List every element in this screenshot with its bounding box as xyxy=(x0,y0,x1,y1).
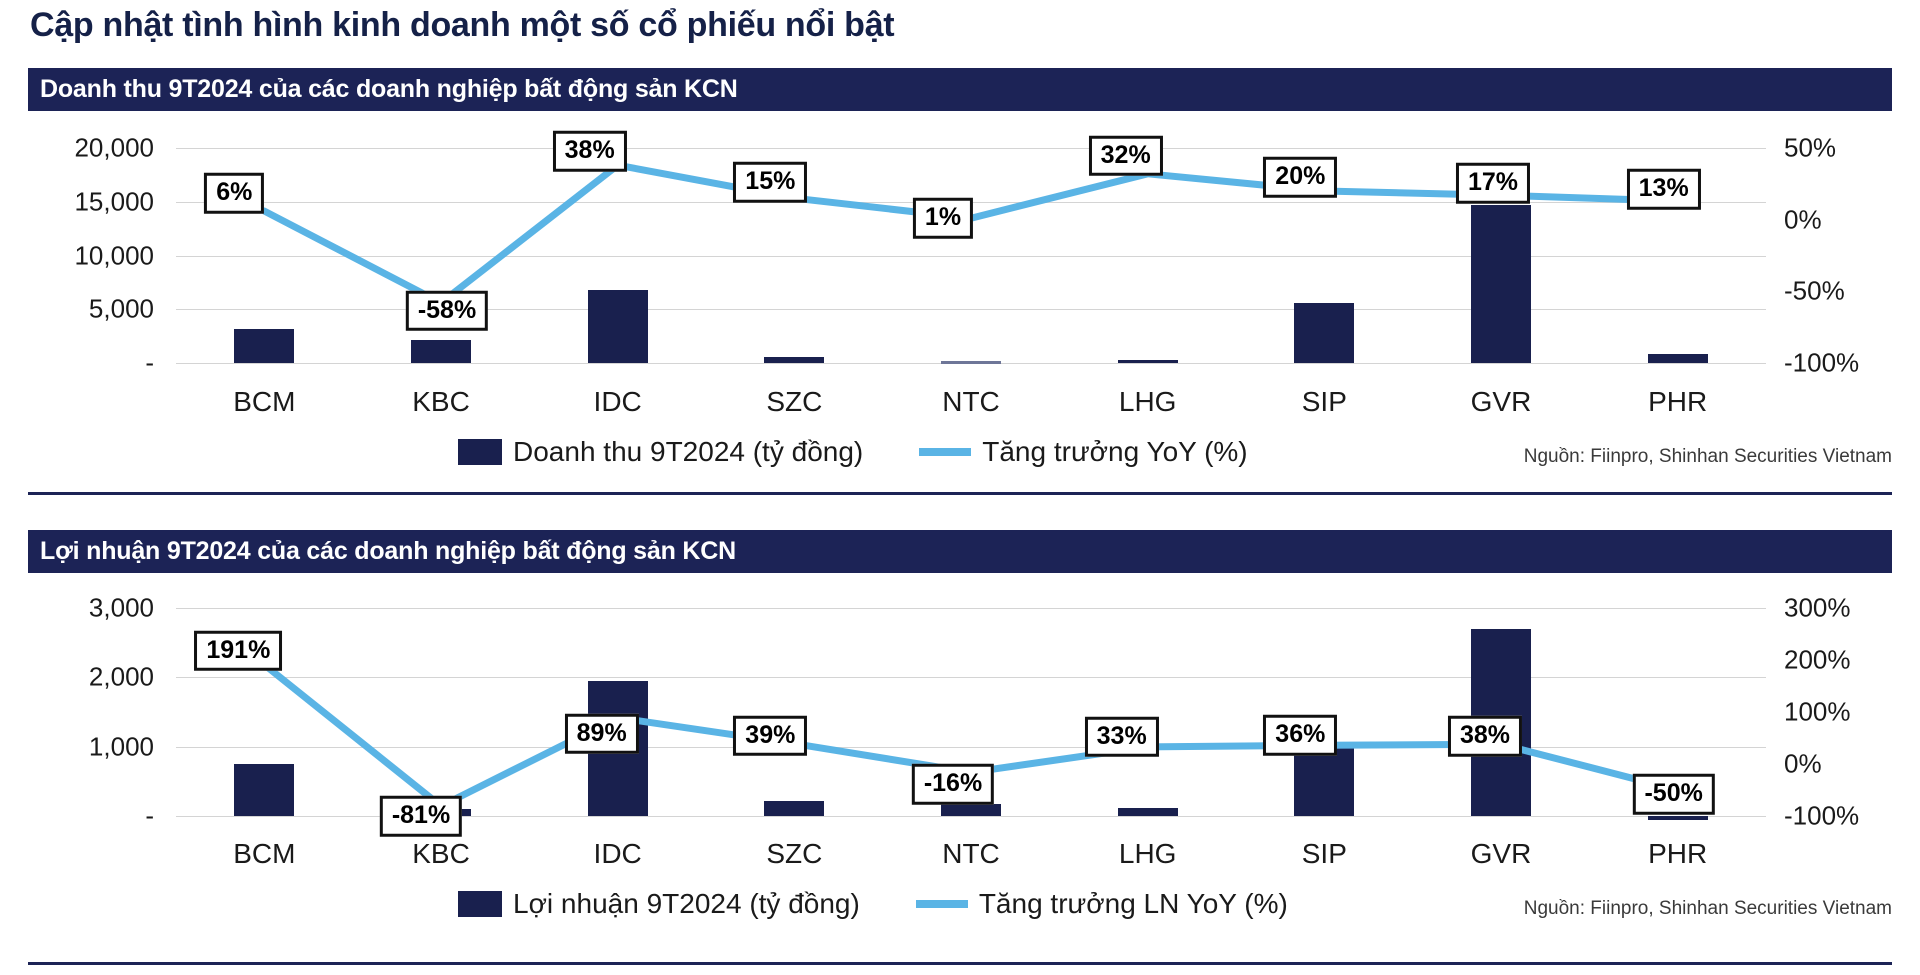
undefined-category-kbc: KBC xyxy=(412,838,470,869)
undefined-legend-line-label: Tăng trưởng YoY (%) xyxy=(982,436,1248,467)
undefined-bar-sip xyxy=(1294,302,1355,363)
undefined-callout-phr: -50% xyxy=(1632,773,1715,815)
undefined-category-lhg: LHG xyxy=(1118,386,1177,417)
undefined-bar-ntc xyxy=(941,361,1001,365)
undefined-callout-lhg: 32% xyxy=(1088,135,1163,177)
undefined-left-axis-tick: 5,000 xyxy=(88,293,154,324)
undefined-legend-item-line[interactable]: Tăng trưởng YoY (%) xyxy=(919,436,1248,468)
undefined-source-note: Nguồn: Fiinpro, Shinhan Securities Vietn… xyxy=(1523,898,1892,919)
panel-divider-2 xyxy=(28,962,1892,965)
undefined-category-sip: SIP xyxy=(1301,838,1347,869)
undefined-right-axis-tick: 200% xyxy=(1784,644,1851,675)
undefined-legend: Lợi nhuận 9T2024 (tỷ đồng) Tăng trưởng LN… xyxy=(458,888,1288,920)
undefined-bar-ntc xyxy=(941,803,1001,816)
revenue-panel-header: Doanh thu 9T2024 của các doanh nghiệp bấ… xyxy=(28,68,1892,111)
undefined-callout-lhg: 33% xyxy=(1084,716,1159,758)
undefined-right-axis-tick: -100% xyxy=(1784,347,1860,378)
undefined-category-phr: PHR xyxy=(1648,386,1708,417)
undefined-callout-gvr: 17% xyxy=(1455,163,1531,204)
undefined-legend: Doanh thu 9T2024 (tỷ đồng) Tăng trưởng Yo… xyxy=(458,436,1248,468)
undefined-legend-line-swatch-icon xyxy=(919,448,972,456)
undefined-callout-ntc: 1% xyxy=(912,197,974,239)
undefined-bar-szc xyxy=(764,800,825,816)
undefined-callout-kbc: -81% xyxy=(379,795,463,837)
undefined-gridline xyxy=(176,608,1766,609)
undefined-callout-sip: 36% xyxy=(1263,715,1338,756)
undefined-right-axis-tick: -50% xyxy=(1784,275,1845,306)
undefined-legend-line-label: Tăng trưởng LN YoY (%) xyxy=(978,888,1288,919)
undefined-source-note: Nguồn: Fiinpro, Shinhan Securities Vietn… xyxy=(1523,446,1892,467)
undefined-category-idc: IDC xyxy=(593,838,642,869)
undefined-bar-bcm xyxy=(234,764,295,816)
undefined-callout-szc: 15% xyxy=(733,161,808,203)
undefined-callout-phr: 13% xyxy=(1626,168,1701,210)
undefined-right-axis-tick: 300% xyxy=(1784,592,1851,623)
undefined-legend-item-bar[interactable]: Doanh thu 9T2024 (tỷ đồng) xyxy=(458,436,863,468)
undefined-gridline xyxy=(176,816,1766,817)
undefined-category-gvr: GVR xyxy=(1470,838,1532,869)
undefined-left-axis-tick: 10,000 xyxy=(74,240,154,270)
undefined-callout-szc: 39% xyxy=(733,715,808,756)
undefined-category-szc: SZC xyxy=(766,386,823,417)
undefined-callout-gvr: 38% xyxy=(1447,715,1523,757)
undefined-callout-bcm: 6% xyxy=(204,172,265,214)
undefined-bar-gvr xyxy=(1471,204,1531,363)
profit-chart-panel: Lợi nhuận 9T2024 của các doanh nghiệp bấ… xyxy=(28,530,1892,950)
undefined-callout-bcm: 191% xyxy=(194,630,283,671)
undefined-legend-bar-swatch-icon xyxy=(458,891,502,917)
undefined-left-axis-tick: 3,000 xyxy=(88,592,154,623)
undefined-left-axis-tick: 20,000 xyxy=(74,132,154,163)
undefined-callout-sip: 20% xyxy=(1263,156,1338,198)
undefined-right-axis-tick: 0% xyxy=(1784,204,1822,235)
undefined-legend-item-line[interactable]: Tăng trưởng LN YoY (%) xyxy=(915,888,1288,920)
undefined-bar-phr xyxy=(1647,816,1708,821)
undefined-left-axis-tick: - xyxy=(145,347,154,378)
undefined-bar-bcm xyxy=(234,328,295,363)
undefined-category-bcm: BCM xyxy=(233,838,296,869)
panel-divider-1 xyxy=(28,492,1892,495)
undefined-legend-line-swatch-icon xyxy=(915,900,968,908)
undefined-right-axis-tick: 0% xyxy=(1784,748,1822,779)
undefined-bar-phr xyxy=(1647,354,1708,363)
undefined-category-phr: PHR xyxy=(1648,838,1708,869)
undefined-bar-idc xyxy=(587,289,648,363)
undefined-bar-sip xyxy=(1294,746,1355,816)
undefined-legend-bar-label: Lợi nhuận 9T2024 (tỷ đồng) xyxy=(513,888,860,919)
undefined-category-idc: IDC xyxy=(593,386,642,417)
undefined-callout-idc: 38% xyxy=(552,130,627,172)
undefined-legend-bar-swatch-icon xyxy=(458,439,502,465)
undefined-right-axis-tick: 50% xyxy=(1784,132,1837,163)
page-title: Cập nhật tình hình kinh doanh một số cổ … xyxy=(30,6,895,44)
undefined-category-gvr: GVR xyxy=(1470,386,1532,417)
undefined-category-lhg: LHG xyxy=(1118,838,1177,869)
undefined-gridline xyxy=(176,148,1766,149)
undefined-callout-idc: 89% xyxy=(564,713,639,754)
undefined-category-szc: SZC xyxy=(766,838,823,869)
undefined-bar-kbc xyxy=(411,340,471,363)
undefined-category-ntc: NTC xyxy=(942,386,1000,417)
undefined-left-axis-tick: - xyxy=(145,800,154,831)
undefined-left-axis-tick: 1,000 xyxy=(88,731,154,762)
undefined-left-axis-tick: 2,000 xyxy=(88,661,154,692)
undefined-legend-bar-label: Doanh thu 9T2024 (tỷ đồng) xyxy=(513,436,864,467)
undefined-bar-lhg xyxy=(1117,359,1178,363)
undefined-category-bcm: BCM xyxy=(233,386,296,417)
undefined-right-axis-tick: 100% xyxy=(1784,696,1851,727)
undefined-bar-lhg xyxy=(1117,808,1178,816)
undefined-bar-szc xyxy=(764,356,825,363)
undefined-callout-ntc: -16% xyxy=(911,764,995,805)
revenue-chart-panel: Doanh thu 9T2024 của các doanh nghiệp bấ… xyxy=(28,68,1892,488)
undefined-category-ntc: NTC xyxy=(942,838,1000,869)
undefined-category-kbc: KBC xyxy=(412,386,470,417)
undefined-right-axis-tick: -100% xyxy=(1784,800,1860,831)
undefined-legend-item-bar[interactable]: Lợi nhuận 9T2024 (tỷ đồng) xyxy=(458,888,860,920)
undefined-gridline xyxy=(176,309,1766,311)
profit-panel-header: Lợi nhuận 9T2024 của các doanh nghiệp bấ… xyxy=(28,530,1892,573)
undefined-left-axis-tick: 15,000 xyxy=(74,186,154,217)
undefined-callout-kbc: -58% xyxy=(405,290,489,332)
undefined-category-sip: SIP xyxy=(1301,386,1347,417)
